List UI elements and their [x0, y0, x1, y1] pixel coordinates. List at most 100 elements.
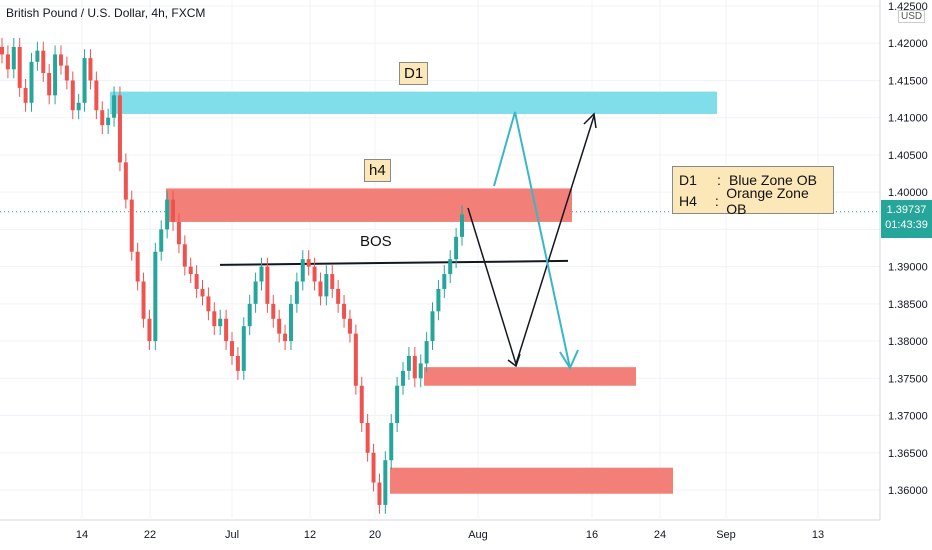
bos-label: BOS [360, 233, 392, 250]
candle-body [129, 199, 134, 252]
candle-body [241, 326, 246, 371]
candle-body [294, 281, 299, 304]
y-tick-label: 1.41500 [888, 75, 928, 87]
candle-body [406, 355, 411, 371]
candle-body [47, 73, 52, 96]
candle-body [0, 46, 4, 55]
candle-body [70, 80, 75, 111]
candle-body [135, 251, 140, 282]
d1-zone-label: D1 [399, 62, 429, 85]
candle-body [141, 281, 146, 319]
current-price-value: 1.39737 [886, 204, 927, 216]
candles [0, 38, 464, 514]
candle-body [82, 58, 87, 103]
candle-body [165, 199, 170, 230]
projection-arrows [467, 111, 597, 371]
legend-sep: : [717, 171, 721, 188]
candle-body [336, 288, 341, 304]
candle-body [17, 46, 22, 88]
y-tick-label: 1.40500 [888, 150, 928, 162]
legend-key: D1 [679, 171, 697, 188]
candle-body [182, 244, 187, 267]
candle-body [188, 266, 193, 275]
blue-arrowhead-down [559, 349, 579, 371]
candle-body [277, 318, 282, 334]
candle-body [430, 311, 435, 342]
x-tick-label: 20 [369, 529, 381, 541]
candle-body [117, 95, 122, 163]
legend-row-h4: H4 : Orange Zone OB [679, 185, 827, 217]
candle-body [106, 117, 111, 126]
candle-body [100, 110, 105, 126]
candle-body [235, 355, 240, 371]
candle-body [342, 303, 347, 319]
candle-body [171, 199, 176, 222]
x-tick-label: 22 [144, 529, 156, 541]
candle-body [271, 303, 276, 319]
candle-body [159, 229, 164, 252]
candle-body [212, 311, 217, 327]
candle-body [176, 221, 181, 245]
candle-body [359, 385, 364, 423]
candle-body [424, 341, 429, 364]
candle-body [377, 482, 382, 505]
candle-body [353, 333, 358, 386]
candle-body [318, 281, 323, 297]
candle-body [288, 303, 293, 342]
candle-body [230, 341, 234, 356]
candle-body [35, 50, 40, 62]
candle-body [448, 259, 453, 275]
x-axis: 14 22 Jul 12 20 Aug 16 24 Sep 13 [76, 529, 824, 541]
y-tick-label: 1.40000 [888, 187, 928, 199]
candle-body [442, 274, 447, 289]
candle-body [224, 318, 229, 342]
h4-zone-label: h4 [364, 159, 391, 182]
candle-body [153, 251, 158, 342]
candle-body [112, 95, 117, 118]
candle-body [436, 288, 441, 312]
x-tick-label: Jul [225, 529, 239, 541]
candle-body [29, 61, 34, 103]
candle-body [147, 318, 152, 342]
currency-badge[interactable]: USD [898, 10, 926, 23]
x-tick-label: 12 [304, 529, 316, 541]
candle-body [218, 318, 223, 327]
candle-body [88, 58, 93, 81]
candle-body [306, 259, 311, 267]
legend-value: Blue Zone OB [729, 171, 817, 188]
candle-body [412, 355, 417, 379]
D1-zone [110, 91, 717, 114]
candle-body [200, 288, 205, 297]
lower-ob-1-zone [424, 367, 636, 386]
y-tick-label: 1.38500 [888, 299, 928, 311]
y-tick-label: 1.37500 [888, 373, 928, 385]
black-arrowhead-up [583, 112, 597, 129]
chart-title: British Pound / U.S. Dollar, 4h, FXCM [6, 6, 206, 20]
candle-body [206, 296, 211, 312]
bos-line [219, 259, 569, 266]
x-tick-label: Aug [468, 529, 488, 541]
blue-projection-path [493, 111, 571, 369]
legend-value: Orange Zone OB [726, 184, 809, 217]
candle-body [324, 274, 329, 297]
candle-body [94, 80, 99, 111]
candle-body [5, 54, 10, 70]
y-axis: 1.425001.420001.415001.410001.405001.400… [888, 1, 928, 497]
y-tick-label: 1.36000 [888, 485, 928, 497]
candle-body [395, 385, 400, 423]
candle-body [259, 266, 264, 282]
black-projection-path [467, 115, 595, 367]
candle-body [312, 266, 317, 282]
candle-body [418, 363, 423, 379]
y-tick-label: 1.39000 [888, 262, 928, 274]
candle-body [401, 370, 406, 386]
candle-body [194, 274, 199, 289]
candle-body [64, 65, 69, 81]
candle-body [53, 54, 58, 96]
y-tick-label: 1.41000 [888, 113, 928, 125]
bar-countdown: 01:43:39 [885, 219, 928, 231]
x-tick-label: 24 [654, 529, 666, 541]
legend-sep: : [714, 192, 719, 209]
candle-body [383, 460, 388, 505]
candle-body [58, 54, 63, 66]
